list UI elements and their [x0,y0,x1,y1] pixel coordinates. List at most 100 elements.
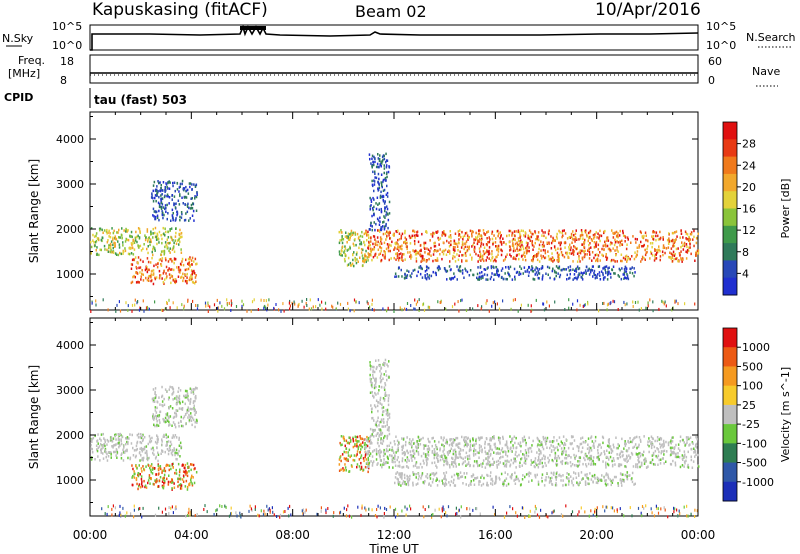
data-cell [654,439,656,443]
data-cell [168,424,170,427]
data-cell [384,425,387,428]
data-cell [578,251,580,254]
data-cell [480,242,482,246]
data-cell [432,259,434,263]
data-cell [385,211,388,214]
data-cell [193,409,196,413]
data-cell [547,231,550,234]
data-cell [475,236,477,239]
data-cell [154,210,157,213]
data-cell [341,443,343,446]
scatter-region [338,229,370,268]
data-cell [531,444,533,447]
data-cell [459,265,462,268]
data-cell [502,259,505,262]
data-cell [383,167,386,170]
data-cell [654,463,656,466]
data-cell [415,445,417,448]
data-cell [376,365,378,369]
data-cell [153,418,155,421]
data-cell [477,232,480,236]
data-cell [161,259,163,263]
data-cell [192,463,195,467]
data-cell [167,236,170,239]
data-cell [617,235,619,239]
data-cell [603,301,605,305]
data-cell [511,438,513,442]
data-cell [404,229,406,233]
data-cell [365,443,368,447]
data-cell [621,259,623,263]
data-cell [154,467,156,470]
data-cell [560,460,562,464]
data-cell [363,459,365,463]
data-cell [366,300,368,304]
data-cell [475,439,477,442]
data-cell [216,298,218,302]
data-cell [166,186,168,189]
data-cell [518,273,520,276]
data-cell [348,448,351,452]
data-cell [579,303,581,307]
data-cell [662,300,664,304]
data-cell [602,278,605,281]
data-cell [186,408,189,412]
data-cell [179,271,181,274]
data-cell [408,459,410,462]
data-cell [182,463,184,466]
data-cell [602,441,604,445]
data-cell [484,466,487,469]
data-cell [435,446,438,449]
data-cell [586,457,589,461]
data-cell [231,301,233,305]
data-cell [445,456,448,460]
scatter-region [90,432,183,463]
strip-nsky: N.Sky 10^5 10^0 10^5 10^0 N.Search [2,20,796,52]
data-cell [681,454,684,457]
data-cell [358,440,360,443]
data-cell [400,258,403,262]
data-cell [541,229,543,232]
data-cell [509,463,512,466]
data-cell [166,412,169,415]
data-cell [627,459,629,462]
data-cell [388,448,391,451]
data-cell [182,202,184,205]
data-cell [185,471,188,474]
data-cell [120,457,123,460]
data-cell [137,280,139,284]
data-cell [603,450,605,453]
data-cell [548,304,550,308]
data-cell [380,173,383,176]
data-cell [553,448,555,452]
data-cell [663,462,665,465]
data-cell [435,464,437,467]
data-cell [683,465,685,468]
data-cell [158,414,161,417]
data-cell [143,447,146,451]
data-cell [512,242,514,245]
data-cell [372,461,374,465]
data-cell [599,229,601,233]
data-cell [342,467,344,470]
data-cell [647,244,649,248]
data-cell [383,361,385,365]
data-cell [379,463,382,467]
data-cell [437,236,439,240]
data-cell [209,305,211,309]
data-cell [114,244,116,248]
data-cell [443,448,445,451]
data-cell [382,410,384,413]
data-cell [562,234,564,237]
data-cell [420,260,422,263]
data-cell [168,416,170,420]
data-cell [517,237,520,240]
data-cell [164,257,167,260]
data-cell [124,449,127,453]
data-cell [531,461,533,464]
data-cell [368,463,370,466]
data-cell [587,462,590,466]
data-cell [106,438,109,442]
data-cell [375,207,378,211]
